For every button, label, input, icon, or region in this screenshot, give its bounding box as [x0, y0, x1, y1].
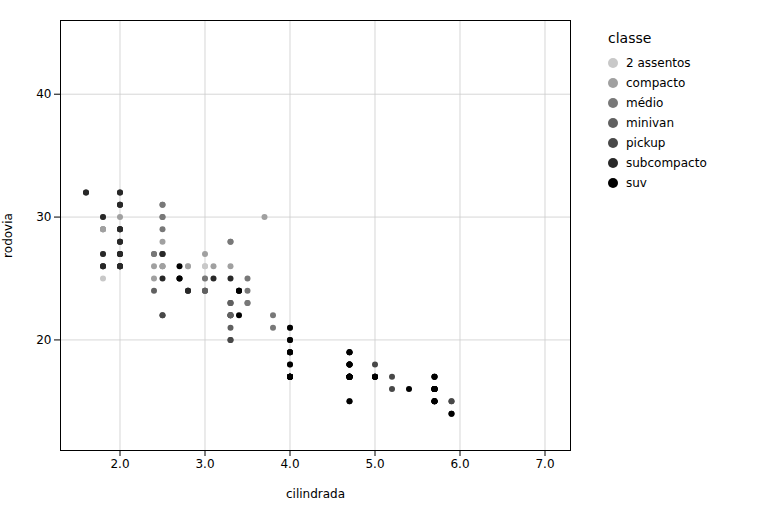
svg-text:6.0: 6.0: [450, 457, 469, 471]
html-text:subcompacto: subcompacto: [626, 156, 707, 170]
svg-text:cilindrada: cilindrada: [286, 487, 345, 501]
svg-text:3.0: 3.0: [195, 457, 214, 471]
svg-text:4.0: 4.0: [280, 457, 299, 471]
svg-text:7.0: 7.0: [535, 457, 554, 471]
svg-text:30: 30: [36, 210, 51, 224]
svg-text:40: 40: [36, 87, 51, 101]
html-text:médio: médio: [626, 96, 664, 110]
html-text:compacto: compacto: [626, 76, 686, 90]
svg-text:2.0: 2.0: [110, 457, 129, 471]
svg-text:5.0: 5.0: [365, 457, 384, 471]
html-text:pickup: pickup: [626, 136, 666, 150]
html-text:minivan: minivan: [626, 116, 674, 130]
svg-text:rodovia: rodovia: [1, 213, 15, 258]
html-text:suv: suv: [626, 176, 647, 190]
html-text:classe: classe: [608, 30, 652, 46]
svg-text:20: 20: [36, 333, 51, 347]
html-text:2 assentos: 2 assentos: [626, 56, 691, 70]
